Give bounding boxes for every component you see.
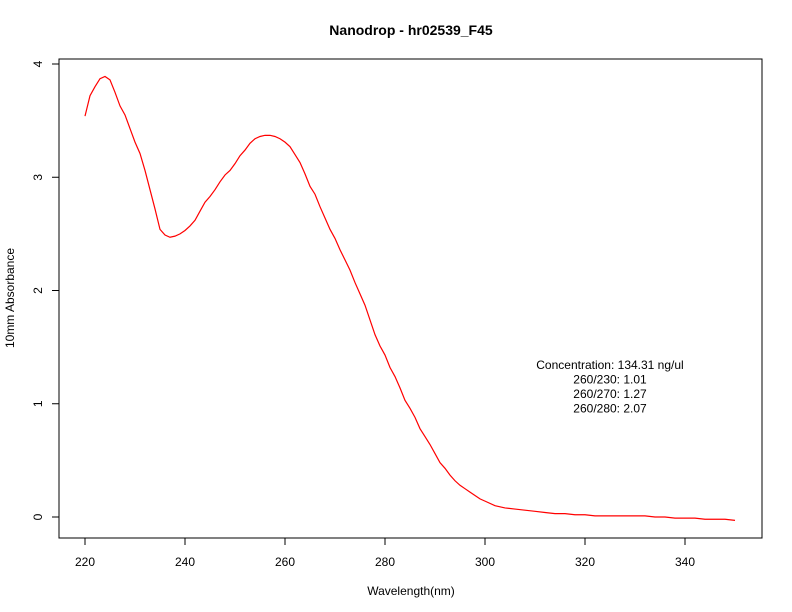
annotation-line: 260/230: 1.01 [573, 373, 647, 387]
x-tick-label: 260 [275, 555, 295, 569]
x-tick-label: 300 [475, 555, 495, 569]
y-tick-label: 2 [31, 287, 45, 294]
y-tick-label: 3 [31, 174, 45, 181]
y-axis-label: 10mm Absorbance [3, 248, 17, 348]
x-axis-label: Wavelength(nm) [367, 584, 455, 598]
x-axis: 220 240 260 280 300 320 340 [75, 537, 695, 569]
x-tick-label: 240 [175, 555, 195, 569]
y-tick-label: 0 [31, 513, 45, 520]
x-tick-label: 280 [375, 555, 395, 569]
x-tick-label: 320 [575, 555, 595, 569]
y-tick-label: 1 [31, 400, 45, 407]
absorbance-series-line [84, 75, 736, 521]
annotation-line: Concentration: 134.31 ng/ul [536, 358, 683, 372]
y-axis: 0 1 2 3 4 [31, 60, 60, 520]
chart-title: Nanodrop - hr02539_F45 [329, 22, 493, 38]
annotation-line: 260/280: 2.07 [573, 402, 647, 416]
x-tick-label: 340 [675, 555, 695, 569]
annotation-line: 260/270: 1.27 [573, 387, 647, 401]
x-tick-label: 220 [75, 555, 95, 569]
y-tick-label: 4 [31, 60, 45, 67]
